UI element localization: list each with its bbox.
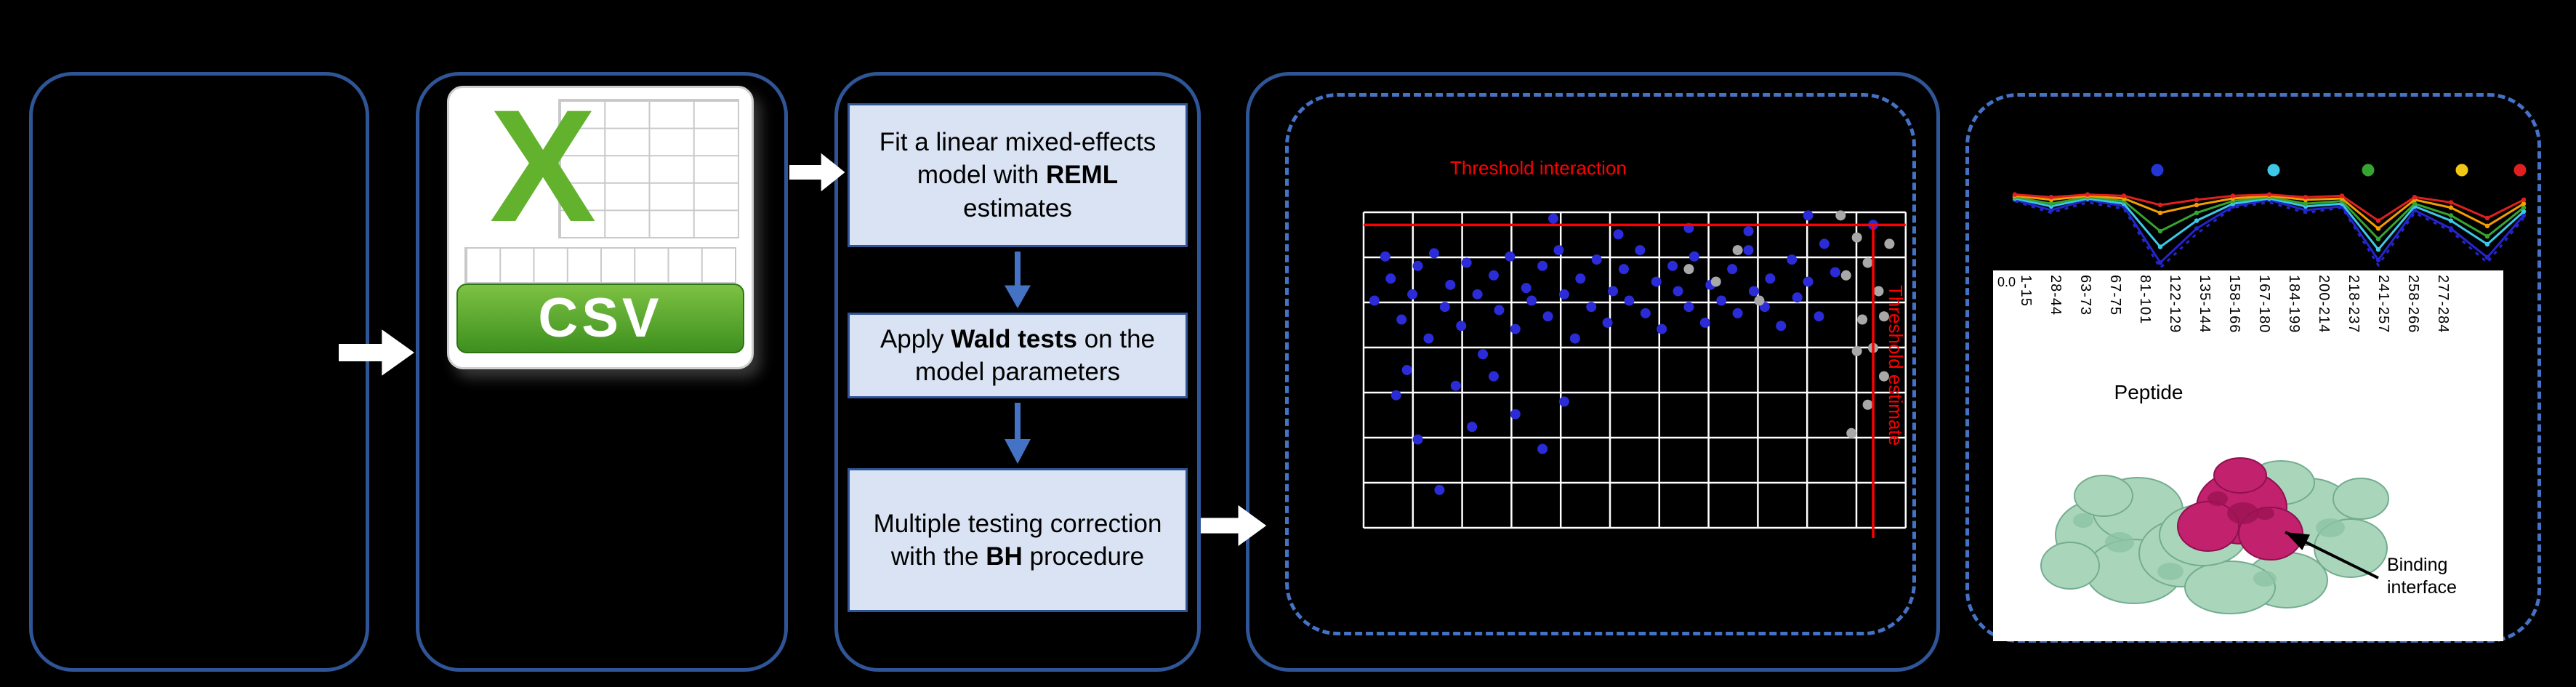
down-arrow-icon <box>1005 403 1031 464</box>
flow-arrow-right-icon <box>339 329 414 376</box>
csv-banner-label: CSV <box>456 283 744 353</box>
panel-4-dashed-region <box>1285 93 1916 635</box>
binding-interface-caption: Binding interface <box>2387 555 2457 598</box>
peptide-tick-label: 122-129 <box>2167 275 2183 334</box>
peptide-tick-label: 184-199 <box>2286 275 2302 334</box>
csv-sheet-background: X CSV <box>447 76 754 369</box>
step-box-text: Multiple testing correction with the BH … <box>873 509 1162 571</box>
panel-2 <box>416 72 788 672</box>
excel-x-logo: X <box>489 76 597 256</box>
peptide-tick-label: 167-180 <box>2256 275 2272 334</box>
threshold-estimate-label: Threshold estimate <box>1885 285 1907 446</box>
binding-interface-region <box>2177 457 2303 561</box>
scatter-grid <box>1362 211 1907 529</box>
uptake-profile-chart <box>2012 164 2527 270</box>
peptide-tick-label: 28-44 <box>2048 275 2064 316</box>
protein-structure-image <box>2040 457 2389 614</box>
down-arrow-icon <box>1005 252 1031 309</box>
spreadsheet-grid <box>558 99 740 239</box>
step-box-wald: Apply Wald tests on the model parameters <box>848 313 1188 398</box>
binding-interface-arrow <box>2285 531 2379 579</box>
step-box-text: Apply Wald tests on the model parameters <box>880 324 1156 387</box>
peptide-tick-label: 81-101 <box>2137 275 2153 325</box>
peptide-tick-label: 200-214 <box>2316 275 2332 334</box>
peptide-tick-label: 135-144 <box>2197 275 2213 334</box>
peptide-tick-label: 218-237 <box>2346 275 2362 334</box>
peptide-tick-label: 158-166 <box>2226 275 2242 334</box>
legend-dots <box>2151 164 2527 177</box>
peptide-axis-tick-labels: 1-15 28-44 63-73 67-75 81-101 122-129 135-144 1… <box>2011 275 2458 391</box>
peptide-tick-label: 1-15 <box>2018 275 2034 308</box>
step-box-text: Fit a linear mixed-effects model with RE… <box>879 127 1156 222</box>
step-box-bh: Multiple testing correction with the BH … <box>848 468 1188 612</box>
peptide-axis-title: Peptide <box>2114 381 2183 403</box>
threshold-interaction-label: Threshold interaction <box>1450 157 1627 179</box>
peptide-tick-label: 258-266 <box>2405 275 2421 334</box>
peptide-tick-label: 277-284 <box>2435 275 2451 334</box>
protein-surface <box>2040 460 2389 614</box>
flow-arrow-right-icon <box>1201 505 1267 547</box>
interaction-scatter-plot <box>1362 210 1907 538</box>
scatter-points-gray <box>1683 210 1895 438</box>
uptake-series-lines <box>2012 192 2527 270</box>
panel-4 <box>1246 72 1940 672</box>
scatter-points-blue <box>1369 210 1879 495</box>
peptide-tick-label: 241-257 <box>2375 275 2391 334</box>
step-box-reml: Fit a linear mixed-effects model with RE… <box>848 103 1188 247</box>
spreadsheet-grid-row <box>464 246 737 284</box>
flow-arrow-right-icon <box>789 153 845 192</box>
panel-1 <box>29 72 369 672</box>
peptide-tick-label: 67-75 <box>2107 275 2123 316</box>
panel-3 <box>834 72 1201 672</box>
peptide-tick-label: 63-73 <box>2077 275 2093 316</box>
threshold-lines <box>1364 223 1906 538</box>
y-axis-tick-label: 0.0 <box>1997 275 2016 289</box>
csv-file-icon: X CSV <box>447 76 754 369</box>
